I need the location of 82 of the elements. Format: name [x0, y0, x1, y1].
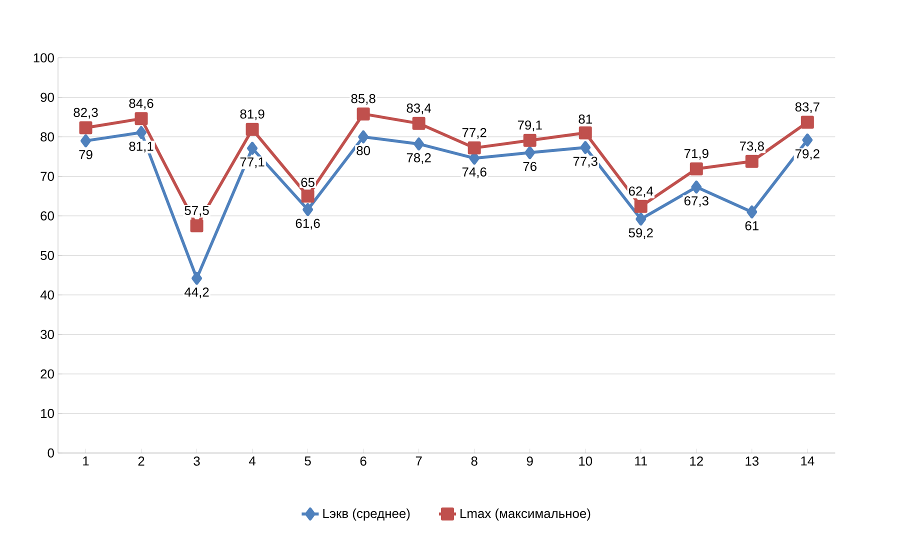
x-tick-label: 6: [360, 456, 366, 466]
data-label: 79,1: [518, 120, 542, 132]
point: [745, 154, 758, 168]
point: [302, 203, 314, 216]
x-tick-label: 9: [526, 456, 533, 466]
point: [356, 107, 370, 120]
point: [246, 122, 259, 136]
data-label: 59,2: [628, 228, 653, 239]
legend-label: Lmax (максимальное): [460, 508, 590, 521]
data-label: 83,7: [795, 102, 820, 114]
y-tick-label: 90: [40, 92, 54, 102]
point: [578, 126, 592, 140]
data-label: 61: [745, 221, 758, 230]
data-label: 80: [356, 146, 370, 156]
point: [690, 162, 703, 176]
y-tick-label: 40: [40, 290, 54, 300]
x-tick-label: 4: [248, 456, 256, 466]
x-tick-label: 3: [194, 456, 200, 466]
data-label: 81,1: [129, 142, 154, 152]
point: [79, 121, 92, 134]
point: [192, 272, 202, 285]
data-label: 57,5: [184, 206, 209, 217]
data-label: 81,9: [240, 109, 264, 120]
x-tick-label: 2: [138, 456, 144, 466]
x-tick-label: 10: [579, 456, 592, 466]
data-label: 77,1: [240, 158, 264, 168]
data-label: 61,6: [296, 218, 320, 230]
data-label: 77,3: [573, 156, 598, 168]
y-tick-label: 50: [40, 250, 54, 260]
y-tick-label: 10: [41, 408, 54, 418]
point: [468, 141, 481, 154]
point: [580, 141, 591, 154]
point: [523, 134, 536, 147]
x-tick-label: 14: [801, 456, 814, 466]
data-label: 62,4: [628, 186, 654, 198]
point: [524, 146, 536, 160]
data-label: 81: [578, 114, 592, 124]
data-label: 65: [301, 178, 314, 187]
y-tick-label: 80: [40, 132, 54, 142]
x-tick-label: 12: [690, 456, 703, 466]
data-label: 82,3: [74, 108, 98, 119]
y-tick-label: 100: [34, 53, 54, 62]
y-tick-label: 70: [40, 172, 54, 181]
point: [634, 200, 648, 213]
x-tick-label: 8: [471, 456, 478, 466]
point: [800, 116, 814, 129]
data-label: 44,2: [184, 288, 209, 298]
data-label: 67,3: [684, 196, 708, 207]
point: [412, 116, 426, 130]
y-tick-label: 60: [40, 211, 54, 220]
point: [802, 134, 813, 147]
data-label: 74,6: [462, 167, 486, 178]
data-label: 83,4: [406, 104, 432, 114]
data-label: 71,9: [684, 148, 708, 160]
data-label: 76: [523, 162, 536, 172]
point: [414, 137, 424, 150]
data-label: 84,6: [129, 98, 154, 110]
x-tick-label: 7: [416, 456, 422, 466]
y-tick-label: 30: [40, 330, 54, 340]
data-label: 85,8: [351, 94, 376, 105]
legend-label: Lэкв (среднее): [323, 508, 410, 521]
x-tick-label: 1: [83, 456, 89, 466]
point: [691, 180, 702, 194]
x-tick-label: 11: [635, 456, 647, 466]
x-tick-label: 13: [746, 456, 759, 466]
point: [190, 219, 204, 232]
y-tick-label: 0: [48, 448, 54, 458]
data-label: 78,2: [406, 153, 431, 164]
point: [80, 134, 92, 148]
data-label: 73,8: [740, 141, 764, 152]
point: [301, 190, 314, 203]
point: [136, 126, 147, 140]
x-tick-label: 5: [304, 456, 311, 466]
y-tick-label: 20: [40, 369, 54, 379]
point: [636, 212, 646, 226]
point: [247, 142, 258, 155]
point: [358, 130, 369, 144]
data-label: 79,2: [795, 149, 820, 160]
point: [746, 205, 758, 218]
point: [134, 112, 148, 126]
data-label: 77,2: [462, 128, 486, 139]
data-label: 79: [79, 150, 92, 160]
